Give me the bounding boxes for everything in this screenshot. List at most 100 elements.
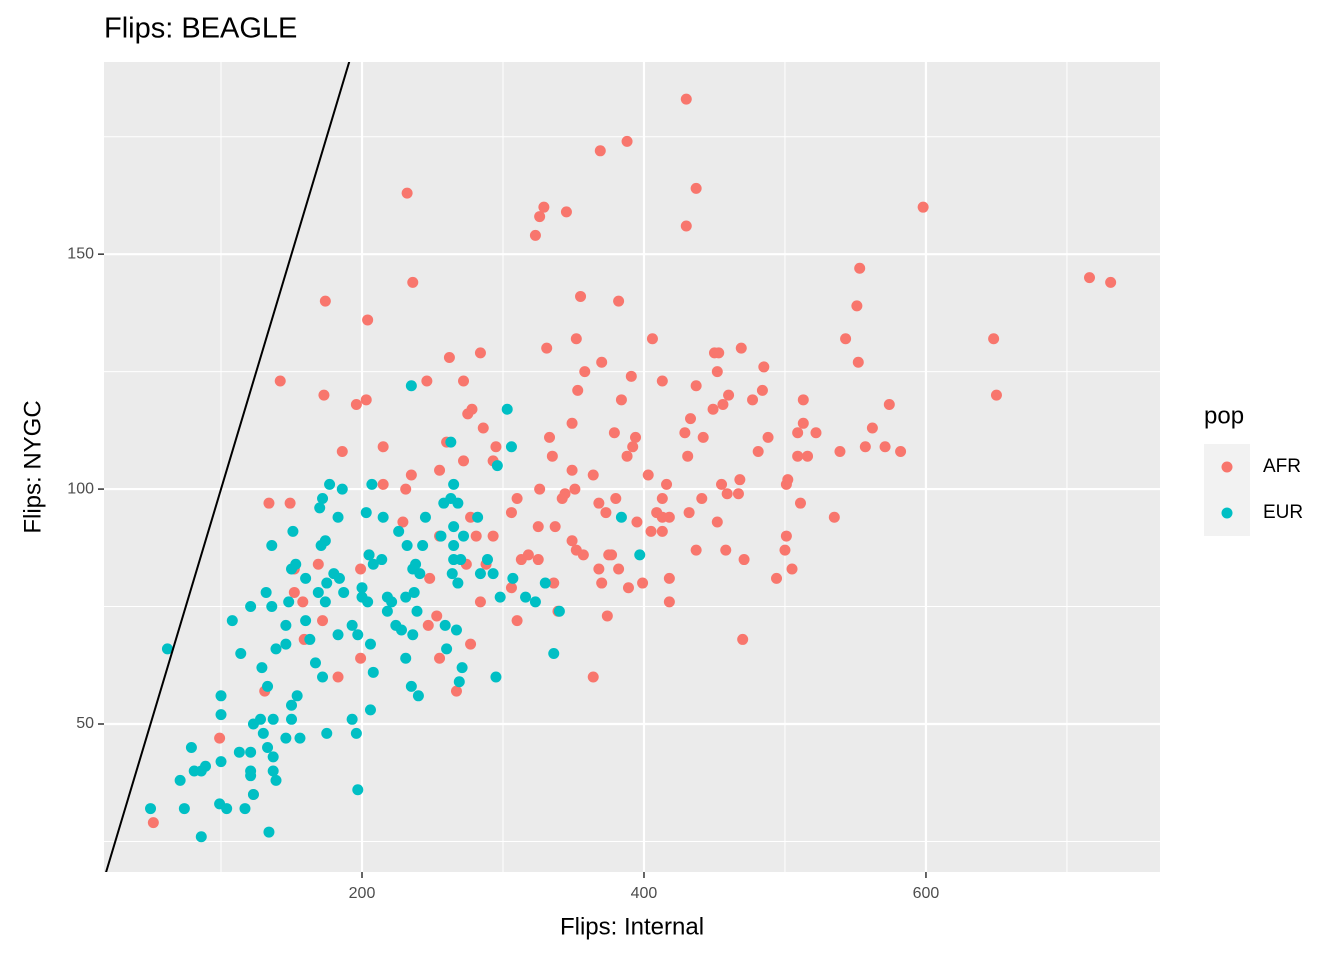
point — [683, 507, 695, 519]
point — [414, 568, 426, 580]
point — [452, 497, 464, 509]
point — [879, 441, 891, 453]
point — [797, 417, 809, 429]
point — [453, 676, 465, 688]
point — [732, 488, 744, 500]
point — [707, 403, 719, 415]
point — [393, 525, 405, 537]
point — [630, 431, 642, 443]
point — [634, 549, 646, 561]
point — [424, 572, 436, 584]
point — [656, 492, 668, 504]
point — [569, 483, 581, 495]
point — [579, 366, 591, 378]
point — [735, 342, 747, 354]
point — [294, 732, 306, 744]
point — [284, 497, 296, 509]
point — [780, 530, 792, 542]
point — [534, 483, 546, 495]
point — [771, 572, 783, 584]
point — [215, 709, 227, 721]
point — [505, 507, 517, 519]
point — [593, 563, 605, 575]
point — [548, 648, 560, 660]
point — [472, 511, 484, 523]
point — [600, 507, 612, 519]
point — [566, 464, 578, 476]
point — [283, 596, 295, 608]
point — [263, 497, 275, 509]
grid — [104, 62, 1160, 872]
point — [267, 765, 279, 777]
point — [615, 511, 627, 523]
point — [266, 539, 278, 551]
point — [362, 314, 374, 326]
point — [792, 427, 804, 439]
point — [682, 450, 694, 462]
point — [338, 586, 350, 598]
point — [319, 295, 331, 307]
point — [734, 474, 746, 486]
point — [239, 803, 251, 815]
point — [400, 591, 412, 603]
point — [291, 690, 303, 702]
point — [412, 690, 424, 702]
point — [245, 601, 257, 613]
x-tick-label: 600 — [913, 885, 940, 902]
point — [621, 135, 633, 147]
point — [566, 535, 578, 547]
point — [642, 469, 654, 481]
point — [352, 629, 364, 641]
point — [690, 544, 702, 556]
point — [360, 507, 372, 519]
x-axis-title: Flips: Internal — [560, 913, 704, 940]
point — [431, 610, 443, 622]
chart-title: Flips: BEAGLE — [104, 13, 297, 45]
point — [405, 380, 417, 392]
point — [859, 441, 871, 453]
point — [280, 638, 292, 650]
point — [481, 554, 493, 566]
point — [756, 384, 768, 396]
point — [487, 568, 499, 580]
point — [421, 375, 433, 387]
point — [490, 441, 502, 453]
point — [615, 394, 627, 406]
y-axis-title: Flips: NYGC — [19, 400, 46, 533]
point — [407, 629, 419, 641]
point — [663, 511, 675, 523]
point — [752, 445, 764, 457]
legend-label: AFR — [1263, 456, 1301, 477]
axes: 200 400 600 50 100 150 — [67, 245, 939, 902]
point — [257, 727, 269, 739]
point — [215, 756, 227, 768]
point — [794, 497, 806, 509]
point — [917, 201, 929, 213]
point — [895, 445, 907, 457]
point — [828, 511, 840, 523]
point — [304, 633, 316, 645]
point — [663, 596, 675, 608]
point — [645, 525, 657, 537]
point — [797, 394, 809, 406]
point — [511, 492, 523, 504]
point — [450, 685, 462, 697]
point — [593, 497, 605, 509]
y-tick-label: 150 — [67, 245, 94, 262]
point — [566, 417, 578, 429]
point — [270, 643, 282, 655]
point — [355, 652, 367, 664]
point — [245, 746, 257, 758]
point — [448, 478, 460, 490]
point — [367, 558, 379, 570]
point — [656, 525, 668, 537]
point — [522, 549, 534, 561]
point — [587, 671, 599, 683]
point — [532, 521, 544, 533]
point — [145, 803, 157, 815]
point — [491, 460, 503, 472]
point — [596, 356, 608, 368]
point — [556, 492, 568, 504]
point — [779, 544, 791, 556]
point — [321, 727, 333, 739]
